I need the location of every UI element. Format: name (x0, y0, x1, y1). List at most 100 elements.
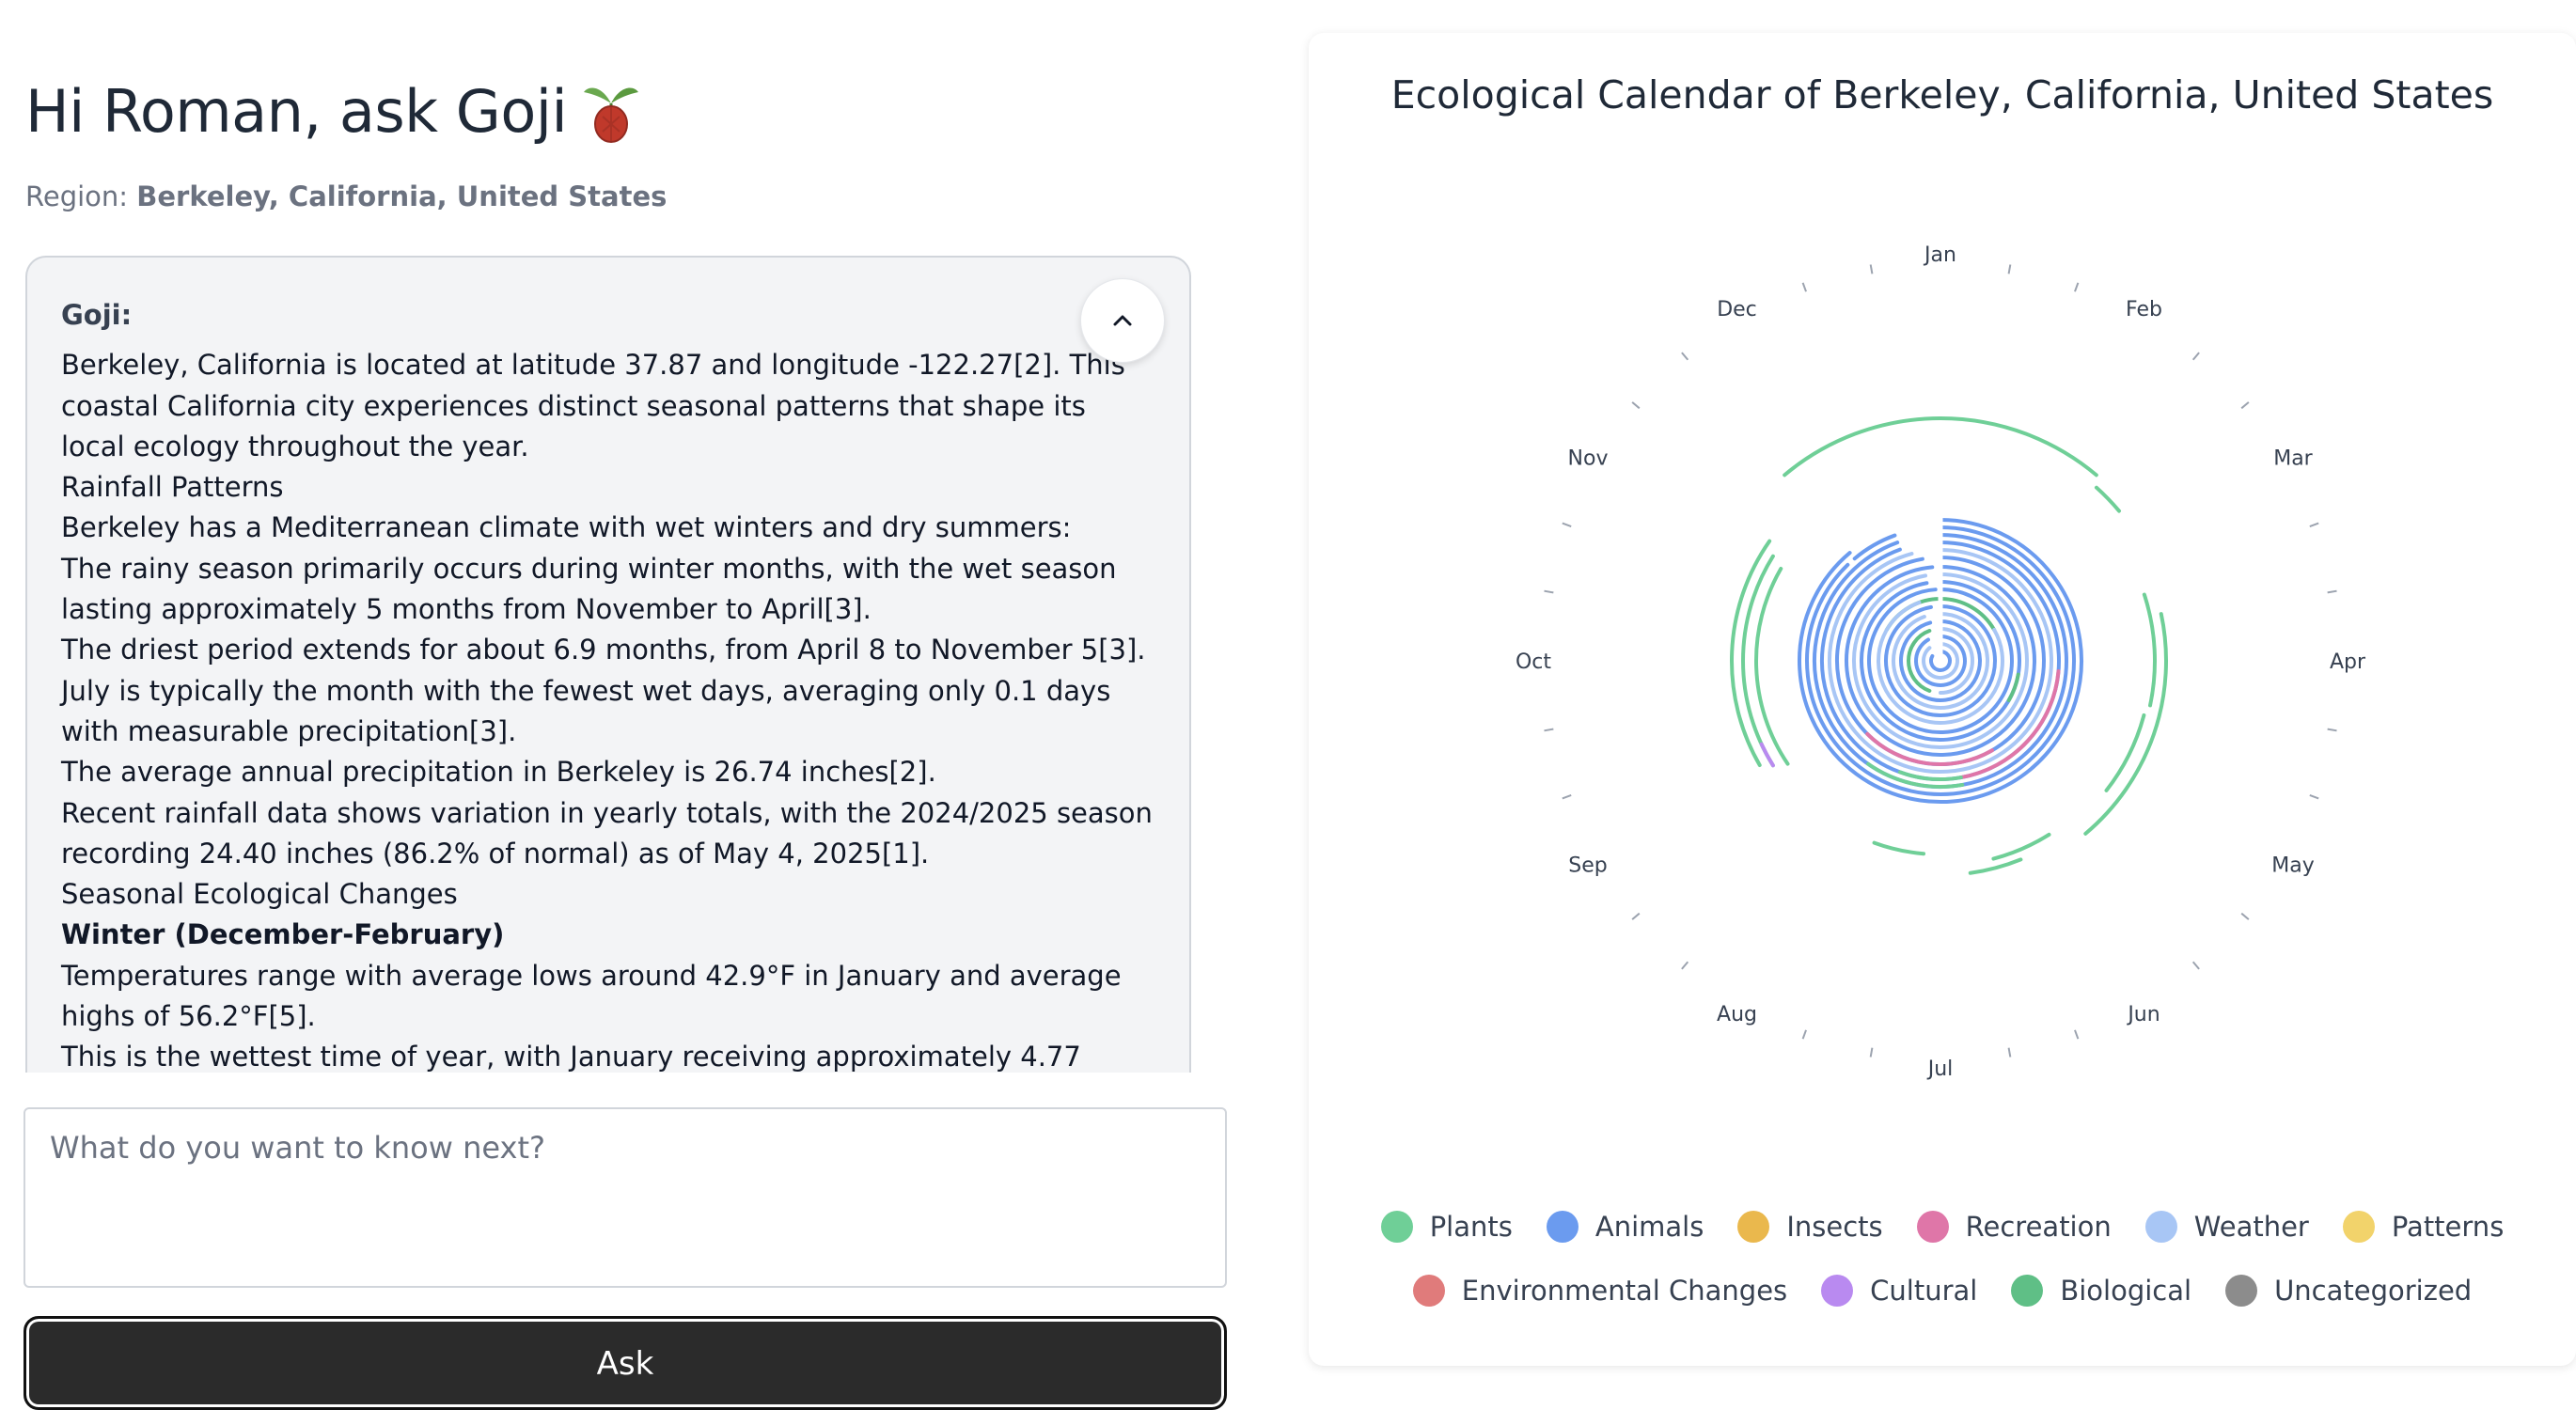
event-ring-arc[interactable] (1867, 588, 2014, 734)
region-label: Region: (25, 180, 129, 212)
tick-mark (1631, 401, 1641, 410)
month-label-may: May (2271, 854, 2314, 878)
tick-mark (1631, 912, 1641, 920)
event-ring-arc[interactable] (2006, 672, 2020, 702)
legend-item-environmental-changes[interactable]: Environmental Changes (1412, 1275, 1787, 1307)
tick-mark (1869, 264, 1874, 274)
ask-button[interactable]: Ask (24, 1316, 1227, 1410)
event-arc[interactable] (1968, 857, 2023, 875)
event-ring-arc[interactable] (1845, 565, 2037, 757)
legend-row: Plants Animals Insects Recreation Weather Pat… (1380, 1211, 2504, 1243)
event-ring-arc[interactable] (1805, 525, 2076, 796)
event-arc[interactable] (1872, 840, 1926, 856)
event-ring-arc[interactable] (1899, 619, 1982, 702)
tick-mark (2327, 728, 2337, 732)
event-arc[interactable] (2104, 713, 2146, 792)
chat-line: Berkeley has a Mediterranean climate wit… (61, 511, 1072, 544)
event-ring-arc[interactable] (1852, 572, 2029, 749)
chat-speaker: Goji: (61, 299, 133, 331)
event-ring-arc[interactable] (1860, 580, 2021, 742)
event-ring-arc[interactable] (1852, 533, 1897, 561)
event-ring-arc[interactable] (1958, 668, 2061, 780)
month-label-nov: Nov (1568, 447, 1609, 471)
month-label-jul: Jul (1926, 1058, 1954, 1081)
legend-item-insects[interactable]: Insects (1737, 1211, 1883, 1243)
tick-mark (2240, 912, 2250, 920)
legend-item-uncategorized[interactable]: Uncategorized (2225, 1275, 2472, 1307)
chat-line: Seasonal Ecological Changes (61, 878, 458, 911)
legend-item-recreation[interactable]: Recreation (1916, 1211, 2112, 1243)
collapse-button[interactable] (1080, 278, 1165, 363)
event-arc[interactable] (2083, 612, 2168, 836)
chat-line: The rainy season primarily occurs during… (61, 552, 1117, 626)
tick-mark (1562, 522, 1572, 527)
event-ring-arc[interactable] (1939, 627, 1974, 695)
tick-mark (2309, 794, 2319, 800)
legend-item-cultural[interactable]: Cultural (1821, 1275, 1977, 1307)
event-arc[interactable] (1991, 832, 2051, 861)
region-value: Berkeley, California, United States (136, 180, 668, 212)
legend-dot (1380, 1211, 1413, 1243)
legend-label: Insects (1786, 1211, 1883, 1243)
event-ring-arc[interactable] (1866, 761, 1965, 789)
ecological-calendar-chart[interactable]: Jan Feb Mar Apr May Jun Jul Aug Sep Oct Nov Dec (1309, 33, 2576, 1180)
event-ring-arc[interactable] (1865, 731, 1994, 766)
legend-dot (1916, 1211, 1949, 1243)
event-ring-arc[interactable] (1922, 642, 1959, 680)
chat-line: The driest period extends for about 6.9 … (61, 634, 1146, 666)
event-ring-arc[interactable] (1914, 634, 1967, 687)
month-label-feb: Feb (2126, 298, 2162, 321)
chat-response-panel[interactable]: Goji: Berkeley, California is located at… (25, 256, 1191, 1073)
chat-line: July is typically the month with the few… (61, 674, 1111, 747)
page-title: Hi Roman, ask Goji (25, 77, 640, 146)
legend-label: Uncategorized (2274, 1275, 2473, 1307)
event-arc[interactable] (1730, 539, 1772, 767)
event-ring-arc[interactable] (1877, 600, 2004, 725)
chat-line: Temperatures range with average lows aro… (61, 959, 1122, 1033)
event-ring-arc[interactable] (1892, 612, 1989, 710)
event-ring-arc[interactable] (1929, 650, 1952, 672)
event-arc[interactable] (1783, 416, 2098, 478)
chat-line: Winter (December-February) (61, 918, 505, 951)
month-label-jan: Jan (1923, 243, 1956, 267)
tick-mark (1681, 352, 1689, 361)
event-ring-arc[interactable] (1828, 548, 2053, 774)
tick-mark (1562, 794, 1572, 800)
legend-item-plants[interactable]: Plants (1380, 1211, 1513, 1243)
month-label-apr: Apr (2330, 650, 2366, 674)
legend-item-weather[interactable]: Weather (2144, 1211, 2309, 1243)
tick-mark (1544, 728, 1554, 732)
event-arc[interactable] (2142, 592, 2157, 708)
tick-mark (2007, 1047, 2012, 1058)
event-ring-arc[interactable] (1798, 518, 2083, 804)
event-arc[interactable] (1741, 554, 1775, 768)
event-arc[interactable] (1754, 567, 1790, 766)
tick-mark (1681, 961, 1689, 970)
legend-item-biological[interactable]: Biological (2011, 1275, 2191, 1307)
tick-mark (1869, 1047, 1874, 1058)
legend-dot (1737, 1211, 1770, 1243)
event-arc[interactable] (1759, 742, 1775, 768)
legend-dot (2225, 1275, 2258, 1307)
legend-label: Animals (1594, 1211, 1704, 1243)
month-label-aug: Aug (1717, 1003, 1757, 1026)
goji-berry-icon (582, 79, 640, 145)
legend-dot (2144, 1211, 2177, 1243)
event-arc[interactable] (2094, 485, 2121, 513)
legend-item-patterns[interactable]: Patterns (2342, 1211, 2504, 1243)
event-ring-arc[interactable] (1907, 629, 1932, 693)
tick-mark (2240, 401, 2250, 410)
calendar-title: Ecological Calendar of Berkeley, Califor… (1390, 72, 2494, 118)
legend-label: Recreation (1965, 1211, 2112, 1243)
legend-dot (1412, 1275, 1445, 1307)
question-input[interactable] (24, 1107, 1227, 1288)
tick-mark (2074, 1029, 2080, 1040)
ecological-calendar-panel: Ecological Calendar of Berkeley, Califor… (1309, 33, 2576, 1366)
legend-item-animals[interactable]: Animals (1546, 1211, 1704, 1243)
chat-line: Rainfall Patterns (61, 471, 284, 504)
event-ring-arc[interactable] (1884, 604, 1997, 717)
tick-mark (1544, 589, 1554, 594)
chat-line: This is the wettest time of year, with J… (61, 1041, 1081, 1073)
event-ring-arc[interactable] (1897, 770, 1963, 781)
legend-label: Plants (1429, 1211, 1513, 1243)
